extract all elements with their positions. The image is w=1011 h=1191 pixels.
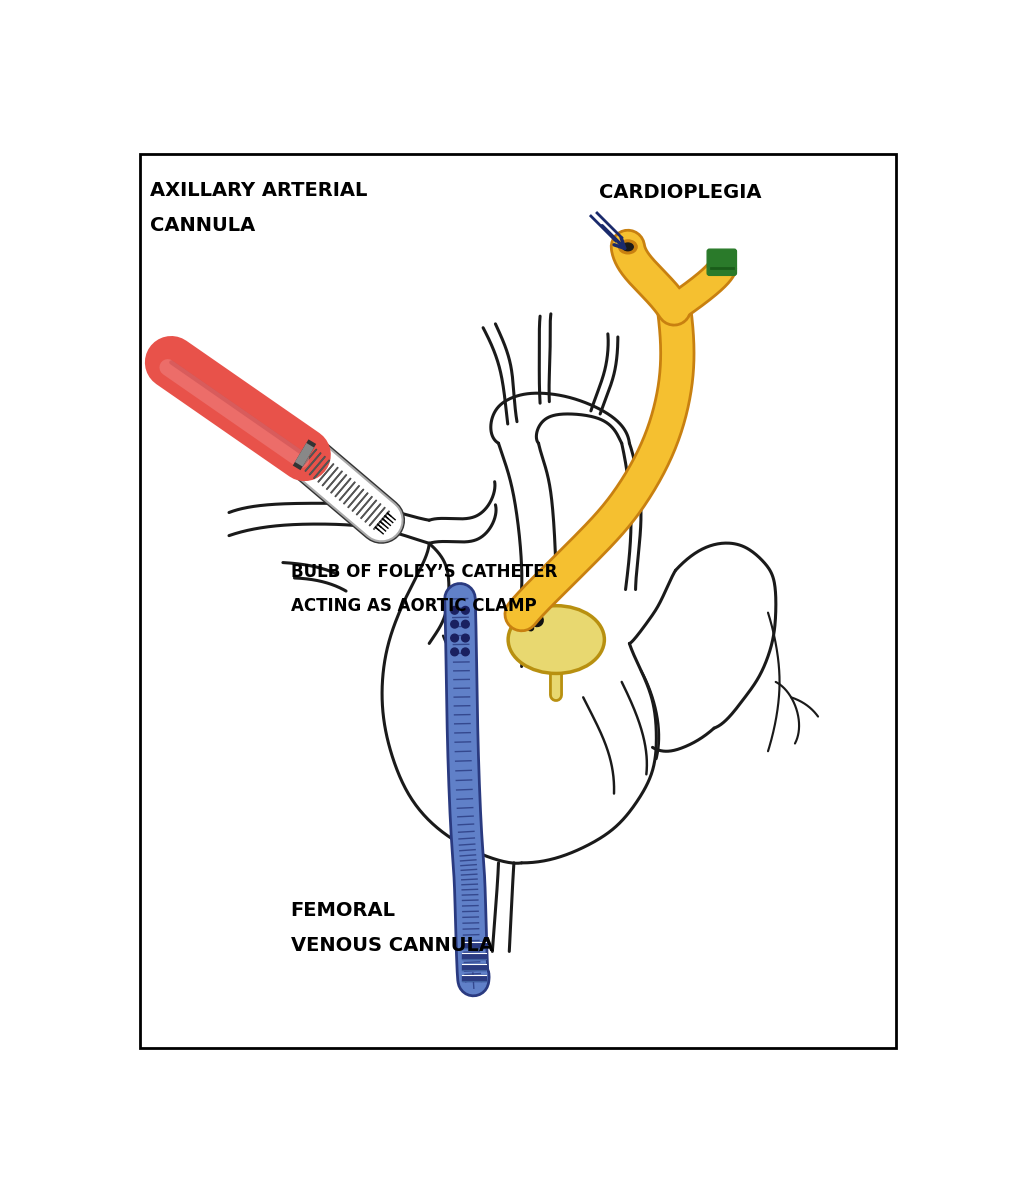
- FancyBboxPatch shape: [462, 964, 486, 969]
- Circle shape: [462, 648, 469, 656]
- Text: BULB OF FOLEY’S CATHETER: BULB OF FOLEY’S CATHETER: [290, 562, 557, 580]
- Text: VENOUS CANNULA: VENOUS CANNULA: [290, 936, 493, 955]
- Circle shape: [462, 621, 469, 628]
- Ellipse shape: [623, 243, 633, 251]
- FancyBboxPatch shape: [462, 953, 486, 959]
- Text: FEMORAL: FEMORAL: [290, 902, 395, 921]
- Circle shape: [451, 606, 458, 615]
- FancyBboxPatch shape: [141, 155, 896, 1048]
- Text: AXILLARY ARTERIAL: AXILLARY ARTERIAL: [151, 181, 368, 200]
- FancyBboxPatch shape: [707, 249, 736, 275]
- Circle shape: [462, 606, 469, 615]
- Ellipse shape: [619, 239, 637, 254]
- Circle shape: [451, 648, 458, 656]
- Text: CANNULA: CANNULA: [151, 216, 256, 235]
- FancyBboxPatch shape: [462, 974, 486, 980]
- FancyBboxPatch shape: [462, 942, 486, 948]
- Text: ACTING AS AORTIC CLAMP: ACTING AS AORTIC CLAMP: [290, 597, 536, 616]
- Circle shape: [462, 634, 469, 642]
- Circle shape: [451, 634, 458, 642]
- Circle shape: [451, 621, 458, 628]
- Ellipse shape: [509, 606, 605, 673]
- Text: CARDIOPLEGIA: CARDIOPLEGIA: [599, 183, 761, 202]
